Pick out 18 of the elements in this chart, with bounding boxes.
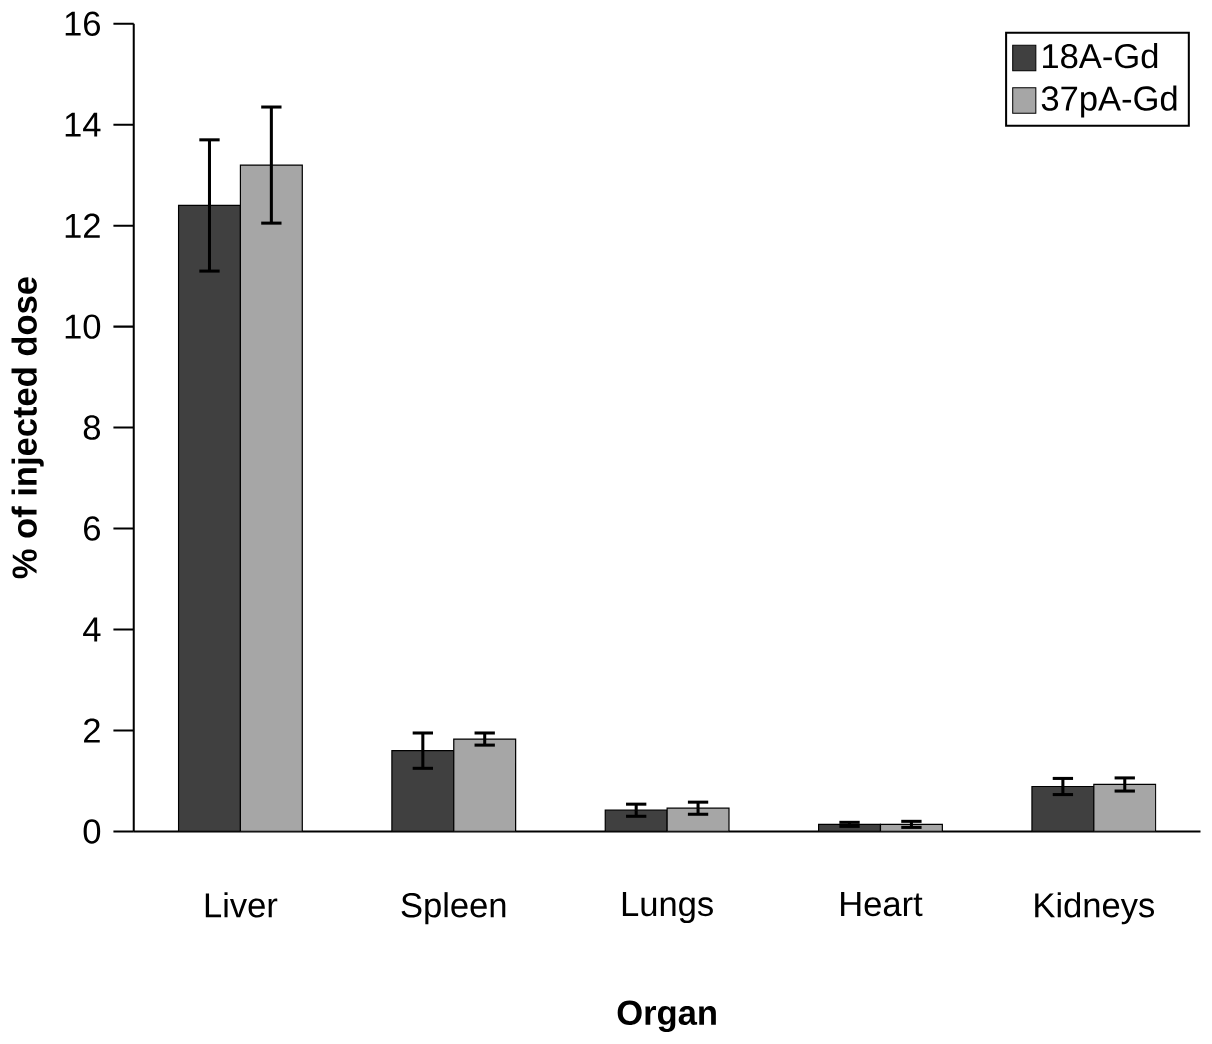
y-tick-label: 4 [83, 617, 101, 642]
x-tick-label: Spleen [401, 892, 506, 925]
y-tick-label: 6 [84, 516, 100, 542]
x-tick-label: Liver [205, 892, 278, 918]
x-axis-title: Organ [617, 1000, 716, 1033]
y-tick-label: 12 [65, 213, 100, 238]
y-tick-label: 8 [83, 415, 101, 441]
y-tick-label: 2 [84, 718, 100, 743]
x-tick-label: Lungs [622, 892, 713, 924]
y-tick-label: 16 [65, 11, 100, 37]
legend-label: 37pA-Gd [1041, 85, 1177, 118]
x-tick-label: Heart [841, 892, 923, 917]
y-tick-label: 0 [83, 819, 101, 844]
legend-label: 18A-Gd [1043, 43, 1158, 69]
x-tick-label: Kidneys [1035, 892, 1155, 925]
y-axis-title: % of injected dose [11, 277, 44, 579]
y-tick-label: 14 [65, 113, 101, 137]
y-tick-label: 10 [65, 314, 101, 340]
